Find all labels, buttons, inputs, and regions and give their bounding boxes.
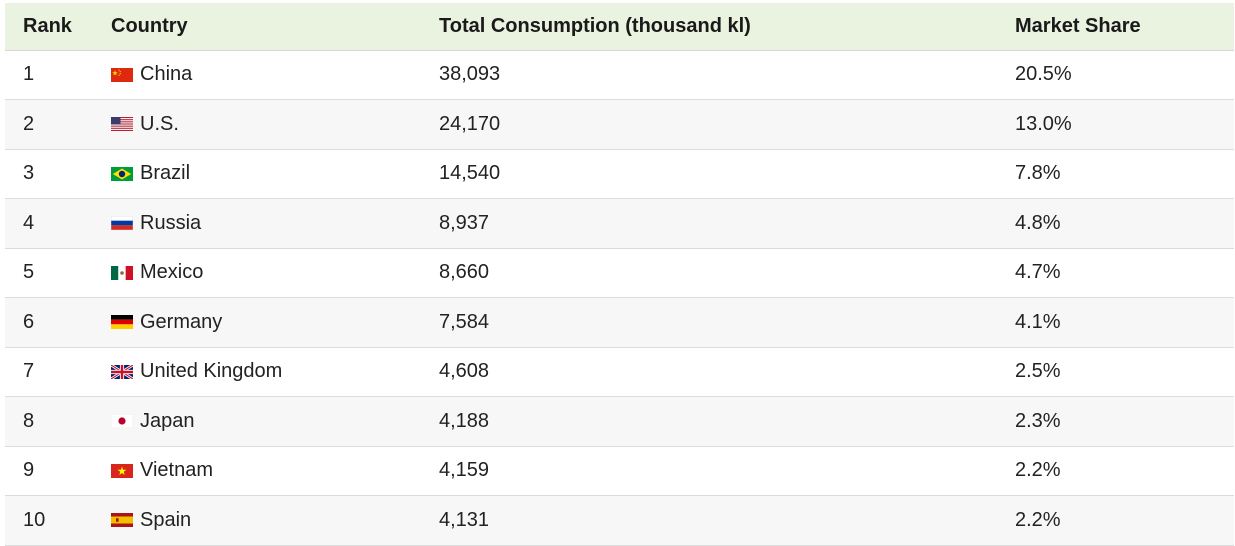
table-row: 7 United Kingdom 4,608 2.5% <box>5 347 1234 397</box>
header-row: Rank Country Total Consumption (thousand… <box>5 3 1234 51</box>
market-share-cell: 13.0% <box>997 99 1234 150</box>
rank-cell: 5 <box>5 248 93 298</box>
header-market-share: Market Share <box>997 3 1234 51</box>
rank-cell: 6 <box>5 297 93 348</box>
market-share-cell: 4.8% <box>997 198 1234 249</box>
market-share-cell: 20.5% <box>997 50 1234 100</box>
country-name: Spain <box>140 508 192 531</box>
rank-cell: 7 <box>5 347 93 397</box>
rank-cell: 8 <box>5 396 93 447</box>
table-row: 4 Russia 8,937 4.8% <box>5 198 1234 249</box>
brazil-flag-icon <box>111 166 133 181</box>
japan-flag-icon <box>111 414 133 429</box>
russia-flag-icon <box>111 216 133 231</box>
market-share-cell: 7.8% <box>997 149 1234 199</box>
total-consumption-cell: 8,937 <box>421 198 997 249</box>
market-share-cell: 2.2% <box>997 446 1234 496</box>
rank-cell: 2 <box>5 99 93 150</box>
total-consumption-cell: 24,170 <box>421 99 997 150</box>
market-share-cell: 2.3% <box>997 396 1234 447</box>
header-country: Country <box>93 3 421 51</box>
consumption-table-container: Rank Country Total Consumption (thousand… <box>5 3 1234 546</box>
rank-cell: 10 <box>5 495 93 546</box>
total-consumption-cell: 4,608 <box>421 347 997 397</box>
country-name: Germany <box>140 310 223 333</box>
country-name: Mexico <box>140 261 204 284</box>
market-share-cell: 2.2% <box>997 495 1234 546</box>
market-share-cell: 4.7% <box>997 248 1234 298</box>
rank-cell: 9 <box>5 446 93 496</box>
table-row: 10 Spain 4,131 2.2% <box>5 495 1234 546</box>
table-row: 3 Brazil 14,540 7.8% <box>5 149 1234 199</box>
table-row: 5 Mexico 8,660 4.7% <box>5 248 1234 298</box>
table-row: 2 U.S. 24,170 13.0% <box>5 99 1234 150</box>
consumption-table: Rank Country Total Consumption (thousand… <box>5 3 1234 546</box>
header-rank: Rank <box>5 3 93 51</box>
country-name: Vietnam <box>140 459 214 482</box>
header-total-consumption: Total Consumption (thousand kl) <box>421 3 997 51</box>
us-flag-icon <box>111 117 133 132</box>
table-row: 6 Germany 7,584 4.1% <box>5 297 1234 348</box>
country-name: U.S. <box>140 112 179 135</box>
total-consumption-cell: 4,188 <box>421 396 997 447</box>
market-share-cell: 2.5% <box>997 347 1234 397</box>
spain-flag-icon <box>111 513 133 528</box>
table-body: 1 China 38,093 20.5% 2 U.S. 24,170 13. <box>5 50 1234 546</box>
rank-cell: 1 <box>5 50 93 100</box>
rank-cell: 4 <box>5 198 93 249</box>
market-share-cell: 4.1% <box>997 297 1234 348</box>
total-consumption-cell: 7,584 <box>421 297 997 348</box>
table-row: 8 Japan 4,188 2.3% <box>5 396 1234 447</box>
country-name: Russia <box>140 211 202 234</box>
china-flag-icon <box>111 67 133 82</box>
table-row: 1 China 38,093 20.5% <box>5 50 1234 100</box>
germany-flag-icon <box>111 315 133 330</box>
total-consumption-cell: 38,093 <box>421 50 997 100</box>
country-name: United Kingdom <box>140 360 283 383</box>
uk-flag-icon <box>111 364 133 379</box>
total-consumption-cell: 4,131 <box>421 495 997 546</box>
vietnam-flag-icon <box>111 463 133 478</box>
total-consumption-cell: 8,660 <box>421 248 997 298</box>
rank-cell: 3 <box>5 149 93 199</box>
table-row: 9 Vietnam 4,159 2.2% <box>5 446 1234 496</box>
mexico-flag-icon <box>111 265 133 280</box>
total-consumption-cell: 4,159 <box>421 446 997 496</box>
total-consumption-cell: 14,540 <box>421 149 997 199</box>
table-header: Rank Country Total Consumption (thousand… <box>5 3 1234 51</box>
country-name: China <box>140 63 193 86</box>
country-name: Japan <box>140 409 195 432</box>
country-name: Brazil <box>140 162 191 185</box>
